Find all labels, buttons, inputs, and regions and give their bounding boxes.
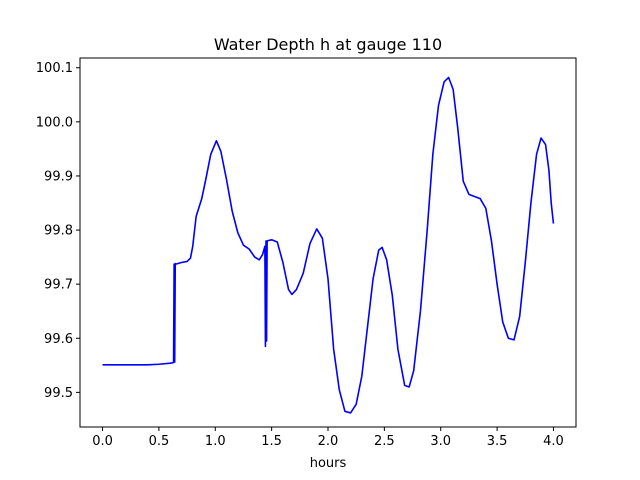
x-tick-label: 3.5 bbox=[487, 434, 508, 449]
x-tick-label: 1.5 bbox=[261, 434, 282, 449]
y-tick-label: 99.7 bbox=[44, 278, 73, 293]
x-tick-label: 3.0 bbox=[430, 434, 451, 449]
y-tick-label: 99.8 bbox=[44, 224, 73, 239]
y-tick-label: 99.9 bbox=[44, 169, 73, 184]
y-tick-label: 100.0 bbox=[36, 115, 73, 130]
y-tick-label: 99.5 bbox=[44, 386, 73, 401]
y-axis: 99.5 99.6 99.7 99.8 99.9 100.0 100.1 bbox=[36, 61, 80, 401]
y-tick-label: 99.6 bbox=[44, 332, 73, 347]
x-axis-label: hours bbox=[310, 456, 347, 471]
x-tick-label: 1.0 bbox=[205, 434, 226, 449]
x-tick-label: 4.0 bbox=[543, 434, 564, 449]
y-tick-label: 100.1 bbox=[36, 61, 73, 76]
x-tick-label: 0.0 bbox=[92, 434, 113, 449]
axes-frame bbox=[79, 57, 577, 428]
plot-area bbox=[102, 76, 555, 414]
chart-title: Water Depth h at gauge 110 bbox=[214, 35, 442, 54]
x-tick-label: 0.5 bbox=[149, 434, 170, 449]
x-tick-label: 2.5 bbox=[374, 434, 395, 449]
x-axis: 0.0 0.5 1.0 1.5 2.0 2.5 3.0 3.5 4.0 bbox=[92, 427, 564, 449]
series-line-0 bbox=[102, 76, 555, 414]
x-tick-label: 2.0 bbox=[318, 434, 339, 449]
